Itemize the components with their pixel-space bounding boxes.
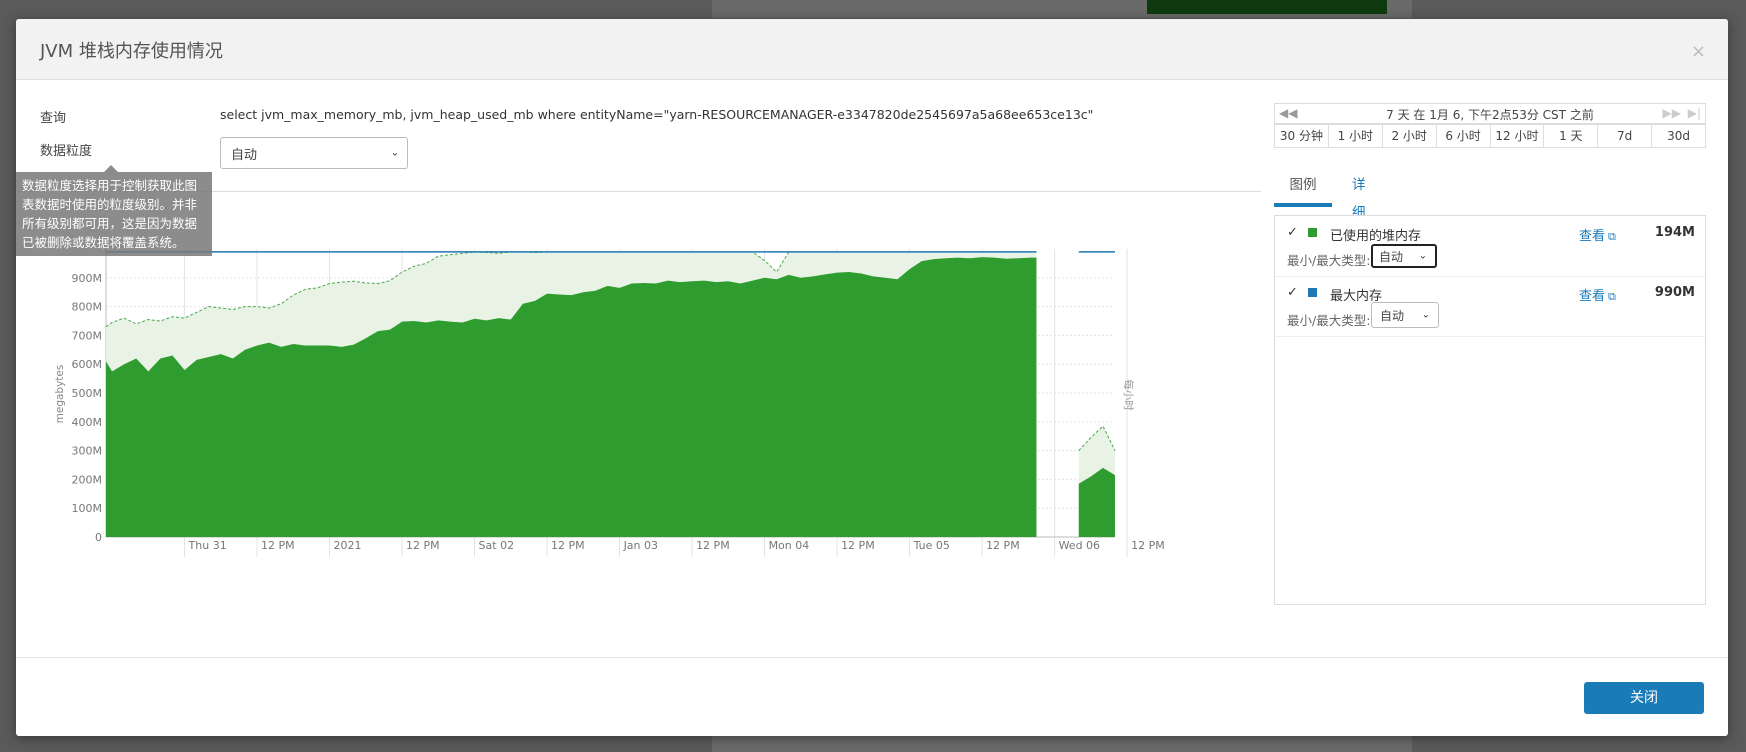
x-tick-label: 12 PM (406, 539, 440, 552)
range-12h[interactable]: 12 小时 (1489, 125, 1544, 147)
dialog-header: JVM 堆栈内存使用情况 × (16, 19, 1728, 80)
time-range-buttons: 30 分钟 1 小时 2 小时 6 小时 12 小时 1 天 7d 30d (1274, 124, 1706, 148)
granularity-value: 自动 (231, 147, 258, 163)
legend-panel: ✓ 已使用的堆内存 查看 ⧉ 194M 最小/最大类型: 自动 ⌄ ✓ 最大内存 … (1274, 215, 1706, 605)
y-tick-label: 0 (95, 531, 102, 544)
x-tick-label: Mon 04 (769, 539, 810, 552)
x-tick-label: Thu 31 (188, 539, 227, 552)
query-text: select jvm_max_memory_mb, jvm_heap_used_… (220, 107, 1094, 122)
minmax-label: 最小/最大类型: (1287, 313, 1371, 328)
y-tick-label: 700M (72, 329, 103, 342)
heap-used-area (106, 257, 1037, 537)
x-tick-label: Jan 03 (623, 539, 658, 552)
granularity-label: 数据粒度 (40, 144, 93, 159)
series-swatch (1308, 288, 1317, 297)
tooltip-line: 数据粒度选择用于控制获取此图 (22, 178, 198, 193)
view-link[interactable]: 查看 ⧉ (1579, 285, 1616, 304)
heap-max-line (1078, 425, 1116, 451)
time-range-summary: 7 天 在 1月 6, 下午2点53分 CST 之前 (1386, 108, 1594, 122)
time-navigator: ◀◀ 7 天 在 1月 6, 下午2点53分 CST 之前 ▶▶ ▶| (1274, 103, 1706, 124)
legend-item-value: 990M (1654, 285, 1695, 300)
divider (16, 191, 1261, 192)
query-label: 查询 (40, 111, 67, 126)
y-tick-label: 200M (72, 473, 103, 486)
footer-divider (16, 657, 1728, 658)
tab-legend[interactable]: 图例 (1274, 171, 1332, 207)
range-2h[interactable]: 2 小时 (1381, 125, 1436, 147)
double-chevron-left-icon[interactable]: ◀◀ (1279, 106, 1298, 120)
legend-item-value: 194M (1654, 225, 1695, 240)
x-tick-label: Tue 05 (913, 539, 950, 552)
skip-to-end-icon[interactable]: ▶| (1687, 106, 1701, 120)
tab-details[interactable]: 详细信息 (1352, 177, 1366, 277)
range-1h[interactable]: 1 小时 (1327, 125, 1382, 147)
memory-area-chart: 0 100M 200M 300M 400M 500M 600M 700M 800M 900M Thu… (54, 249, 1165, 557)
tooltip-line: 表数据时使用的粒度级别。并非 (22, 197, 198, 212)
y-axis-label: megabytes (54, 365, 66, 424)
y-tick-label: 100M (72, 502, 103, 515)
background-page-bottom (712, 734, 1412, 752)
chevron-down-icon: ⌄ (1421, 309, 1430, 321)
check-icon[interactable]: ✓ (1287, 285, 1298, 300)
legend-item-label: 已使用的堆内存 (1330, 229, 1422, 244)
y-tick-label: 400M (72, 416, 103, 429)
chevron-down-icon: ⌄ (1418, 250, 1427, 262)
minmax-select[interactable]: 自动 ⌄ (1371, 302, 1439, 328)
legend-item-label: 最大内存 (1330, 289, 1383, 304)
y-tick-label: 500M (72, 387, 103, 400)
chevron-down-icon: ⌄ (390, 147, 399, 159)
range-1d[interactable]: 1 天 (1543, 125, 1597, 147)
right-axis-label: 每小时 (1122, 379, 1135, 411)
y-tick-label: 600M (72, 358, 103, 371)
view-link[interactable]: 查看 ⧉ (1579, 225, 1616, 244)
x-tick-label: 12 PM (696, 539, 730, 552)
check-icon[interactable]: ✓ (1287, 225, 1298, 240)
minmax-label: 最小/最大类型: (1287, 253, 1371, 268)
close-button[interactable]: 关闭 (1584, 682, 1704, 714)
tooltip-arrow (104, 165, 118, 172)
external-link-icon: ⧉ (1608, 290, 1616, 303)
dialog-title: JVM 堆栈内存使用情况 (40, 41, 223, 62)
x-tick-label: 12 PM (986, 539, 1020, 552)
y-tick-label: 300M (72, 445, 103, 458)
legend-item-heap-used: ✓ 已使用的堆内存 查看 ⧉ 194M 最小/最大类型: 自动 ⌄ (1275, 216, 1705, 277)
tooltip-line: 已被删除或数据将覆盖系统。 (22, 235, 185, 250)
background-chart (1147, 0, 1387, 14)
y-tick-label: 800M (72, 301, 103, 314)
double-chevron-right-icon[interactable]: ▶▶ (1662, 106, 1681, 120)
x-tick-label: Sat 02 (479, 539, 515, 552)
legend-item-max-memory: ✓ 最大内存 查看 ⧉ 990M 最小/最大类型: 自动 ⌄ (1275, 276, 1705, 337)
view-link-label: 查看 (1579, 229, 1606, 244)
range-30m[interactable]: 30 分钟 (1279, 129, 1323, 143)
minmax-value: 自动 (1380, 308, 1405, 323)
close-icon[interactable]: × (1690, 41, 1706, 62)
y-tick-label: 900M (72, 272, 103, 285)
minmax-select[interactable]: 自动 ⌄ (1371, 244, 1437, 268)
range-30d[interactable]: 30d (1651, 125, 1705, 147)
x-tick-label: 12 PM (841, 539, 875, 552)
x-tick-label: 12 PM (551, 539, 585, 552)
external-link-icon: ⧉ (1608, 230, 1616, 243)
tooltip-line: 所有级别都可用，这是因为数据 (22, 216, 198, 231)
x-tick-label: Wed 06 (1059, 539, 1100, 552)
range-6h[interactable]: 6 小时 (1435, 125, 1490, 147)
view-link-label: 查看 (1579, 289, 1606, 304)
minmax-value: 自动 (1379, 249, 1404, 264)
heap-used-area (1078, 467, 1115, 537)
x-tick-label: 2021 (334, 539, 362, 552)
series-swatch (1308, 228, 1317, 237)
granularity-select[interactable]: 自动 ⌄ (220, 137, 408, 169)
heap-max-band (1078, 426, 1115, 484)
range-7d[interactable]: 7d (1597, 125, 1651, 147)
x-tick-label: 12 PM (261, 539, 295, 552)
heap-max-band (106, 251, 1037, 372)
granularity-tooltip: 数据粒度选择用于控制获取此图 表数据时使用的粒度级别。并非 所有级别都可用，这是… (16, 172, 212, 256)
x-tick-label: 12 PM (1131, 539, 1165, 552)
jvm-heap-dialog: JVM 堆栈内存使用情况 × 查询 select jvm_max_memory_… (16, 19, 1728, 736)
